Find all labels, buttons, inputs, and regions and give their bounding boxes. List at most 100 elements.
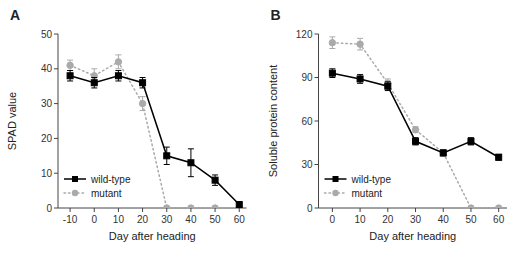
point xyxy=(212,177,218,183)
series xyxy=(67,71,242,208)
y-tick-label: 30 xyxy=(301,159,313,170)
error-bar-cap xyxy=(140,96,146,97)
point xyxy=(357,76,363,82)
y-axis-line xyxy=(58,34,59,208)
y-tick-label: 10 xyxy=(41,168,53,179)
point xyxy=(468,205,474,208)
error-bar-cap xyxy=(164,147,170,148)
error-bar-cap xyxy=(385,90,391,91)
error-bar-cap xyxy=(212,174,218,175)
x-tick xyxy=(470,208,471,212)
series xyxy=(67,55,243,208)
x-tick-label: 10 xyxy=(355,214,367,225)
error-bar xyxy=(329,37,335,49)
x-tick xyxy=(190,208,191,212)
x-tick-label: -10 xyxy=(63,214,78,225)
x-tick xyxy=(94,208,95,212)
point xyxy=(468,138,474,144)
point xyxy=(115,59,121,65)
point xyxy=(212,205,218,208)
error-bar xyxy=(329,69,335,78)
y-tick xyxy=(315,164,319,165)
point xyxy=(115,73,121,79)
point xyxy=(67,73,73,79)
y-tick xyxy=(315,34,319,35)
point xyxy=(236,202,242,208)
legend-label: wild-type xyxy=(351,174,392,185)
y-tick xyxy=(54,34,58,35)
y-tick-label: 30 xyxy=(41,98,53,109)
series-line xyxy=(332,73,498,157)
error-bar-cap xyxy=(67,70,73,71)
error-bar-cap xyxy=(385,78,391,79)
error-bar xyxy=(140,97,146,111)
error-bar-cap xyxy=(357,83,363,84)
error-bar xyxy=(440,150,446,156)
point xyxy=(164,205,170,208)
legend-label: wild-type xyxy=(90,174,131,185)
error-bar xyxy=(115,71,121,81)
x-tick xyxy=(166,208,167,212)
legend: wild-typemutant xyxy=(64,174,131,199)
error-bar xyxy=(385,82,391,91)
point xyxy=(413,138,419,144)
error-bar xyxy=(67,71,73,81)
point xyxy=(188,160,194,166)
point xyxy=(385,83,391,89)
legend-marker xyxy=(333,176,339,182)
point xyxy=(329,40,335,46)
point xyxy=(188,205,194,208)
x-tick xyxy=(387,208,388,212)
y-tick xyxy=(54,208,58,209)
error-bar xyxy=(357,38,363,50)
error-bar-cap xyxy=(140,110,146,111)
error-bar-cap xyxy=(188,148,194,149)
x-tick-label: 0 xyxy=(330,214,336,225)
y-tick xyxy=(315,121,319,122)
error-bar xyxy=(357,75,363,84)
figure: A01020304050-100102030405060Day after he… xyxy=(0,0,521,262)
error-bar xyxy=(413,127,419,133)
error-bar xyxy=(440,150,446,156)
series xyxy=(329,69,501,160)
point xyxy=(496,154,502,160)
error-bar-cap xyxy=(91,87,97,88)
point xyxy=(495,205,501,208)
panel-label: B xyxy=(271,7,281,23)
point xyxy=(164,153,170,159)
x-tick xyxy=(332,208,333,212)
x-tick xyxy=(360,208,361,212)
x-tick-label: 0 xyxy=(91,214,97,225)
x-tick-label: 20 xyxy=(137,214,149,225)
x-tick xyxy=(215,208,216,212)
y-tick-label: 0 xyxy=(46,203,52,214)
error-bar-cap xyxy=(385,81,391,82)
plot-area xyxy=(329,37,502,208)
error-bar xyxy=(67,60,73,70)
y-tick-label: 50 xyxy=(41,29,53,40)
y-tick xyxy=(315,77,319,78)
error-bar-cap xyxy=(357,74,363,75)
y-tick-label: 0 xyxy=(307,203,313,214)
error-bar xyxy=(413,138,419,145)
error-bar xyxy=(188,149,194,177)
point xyxy=(329,70,335,76)
y-tick xyxy=(54,68,58,69)
point xyxy=(357,41,363,47)
legend-marker xyxy=(332,190,338,196)
error-bar-cap xyxy=(91,77,97,78)
y-tick-label: 20 xyxy=(41,133,53,144)
error-bar-cap xyxy=(329,36,335,37)
x-tick-label: 20 xyxy=(382,214,394,225)
series-line xyxy=(70,76,239,205)
y-tick xyxy=(54,138,58,139)
error-bar-cap xyxy=(115,70,121,71)
y-tick-label: 60 xyxy=(301,116,313,127)
error-bar-cap xyxy=(115,68,121,69)
x-tick-label: 40 xyxy=(185,214,197,225)
y-tick xyxy=(54,103,58,104)
error-bar xyxy=(496,154,502,160)
x-tick-label: 30 xyxy=(410,214,422,225)
y-tick-label: 120 xyxy=(296,29,313,40)
error-bar-cap xyxy=(212,185,218,186)
